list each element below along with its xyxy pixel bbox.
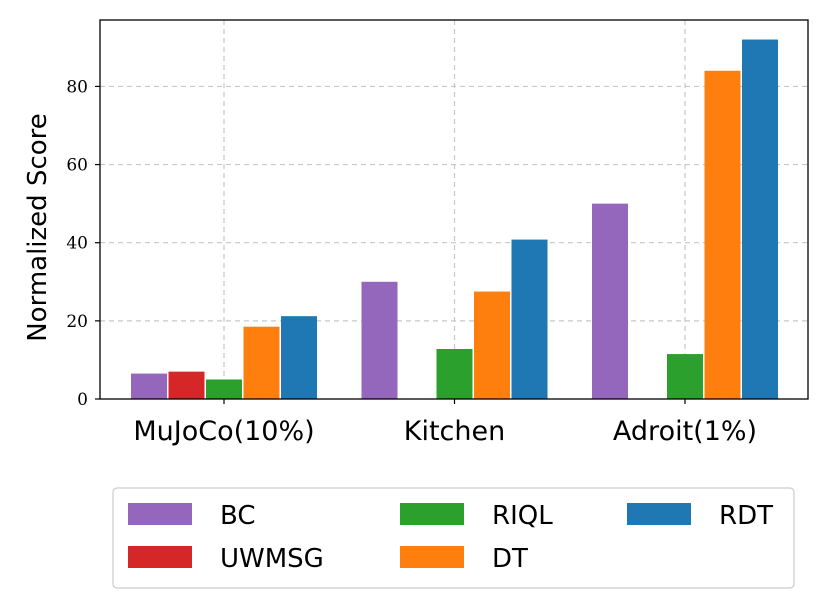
- legend-label-uwmsg: UWMSG: [220, 544, 324, 574]
- legend-label-dt: DT: [492, 544, 528, 574]
- bar-rdt-2: [742, 39, 778, 400]
- grid-lines: [100, 20, 808, 399]
- bar-dt-1: [474, 291, 510, 399]
- x-tick-label: MuJoCo(10%): [133, 416, 314, 447]
- bars: [131, 39, 778, 400]
- bar-dt-0: [243, 326, 280, 399]
- legend-frame: [112, 487, 795, 589]
- legend-swatch-uwmsg: [128, 546, 192, 568]
- bar-riql-2: [667, 354, 703, 399]
- legend-swatch-riql: [400, 503, 464, 525]
- legend-swatch-rdt: [627, 503, 691, 525]
- bar-bc-1: [361, 281, 398, 399]
- legend-label-rdt: RDT: [719, 501, 773, 531]
- bar-bc-2: [592, 203, 628, 399]
- y-tick-label: 40: [66, 234, 88, 254]
- bar-uwmsg-0: [168, 371, 205, 399]
- bar-riql-0: [206, 379, 242, 399]
- y-tick-label: 0: [77, 390, 88, 410]
- legend-label-bc: BC: [220, 501, 256, 531]
- x-tick-label: Adroit(1%): [613, 416, 757, 447]
- legend: BC UWMSG RIQL DT RDT: [112, 487, 795, 589]
- legend-label-riql: RIQL: [492, 501, 553, 531]
- bar-bc-0: [131, 373, 167, 399]
- legend-swatch-bc: [128, 503, 192, 525]
- x-tick-label: Kitchen: [404, 416, 505, 447]
- legend-swatch-dt: [400, 546, 464, 568]
- y-tick-label: 60: [66, 156, 88, 176]
- y-tick-label: 80: [66, 77, 88, 97]
- bar-rdt-0: [281, 316, 317, 399]
- bar-riql-1: [436, 348, 473, 399]
- y-tick-label: 20: [66, 312, 88, 332]
- axis-ticks: 0 20 40 60 80 MuJoCo(10%) Kitchen Adroit(1%): [66, 77, 757, 447]
- y-axis-title: Normalized Score: [23, 113, 53, 342]
- bar-dt-2: [704, 70, 741, 399]
- bar-rdt-1: [511, 239, 548, 399]
